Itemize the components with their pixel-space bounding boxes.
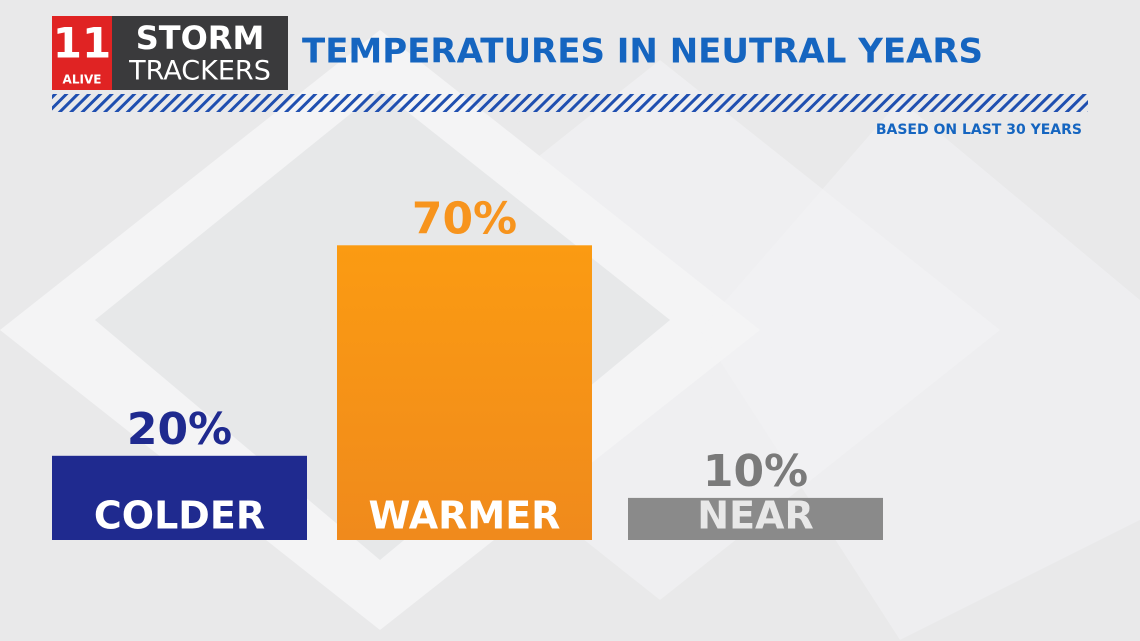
value-label: 70% [412, 193, 517, 244]
bar [628, 497, 883, 540]
chart-title: TEMPERATURES IN NEUTRAL YEARS [302, 32, 983, 72]
category-label: NEAR [697, 494, 813, 538]
logo-line1: STORM [136, 19, 265, 57]
category-label: WARMER [369, 494, 561, 538]
bars: 20% COLDER 70% WARMER 10%NEAR [52, 193, 883, 541]
logo: 11 ALIVE STORM TRACKERS [52, 16, 288, 90]
bar [337, 245, 592, 541]
logo-dark [112, 16, 288, 90]
logo-number: 11 [53, 19, 111, 68]
value-label: 20% [127, 404, 232, 455]
bar [52, 455, 307, 540]
logo-line2: TRACKERS [128, 56, 271, 87]
category-label: COLDER [94, 494, 265, 538]
logo-red [52, 16, 112, 90]
value-label: 10% [703, 446, 808, 497]
title-rule [52, 94, 1088, 112]
logo-station: ALIVE [63, 73, 102, 87]
chart-subtitle: BASED ON LAST 30 YEARS [876, 122, 1082, 138]
